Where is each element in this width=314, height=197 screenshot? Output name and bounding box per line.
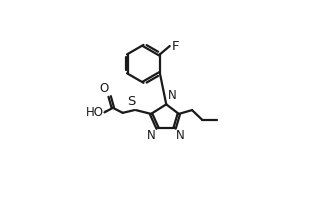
Text: N: N: [167, 89, 176, 102]
Text: HO: HO: [86, 106, 104, 119]
Text: F: F: [171, 40, 179, 53]
Text: O: O: [99, 82, 108, 95]
Text: S: S: [127, 95, 135, 108]
Text: N: N: [147, 129, 156, 142]
Text: N: N: [176, 129, 185, 142]
Text: ⁻: ⁻: [104, 108, 109, 117]
